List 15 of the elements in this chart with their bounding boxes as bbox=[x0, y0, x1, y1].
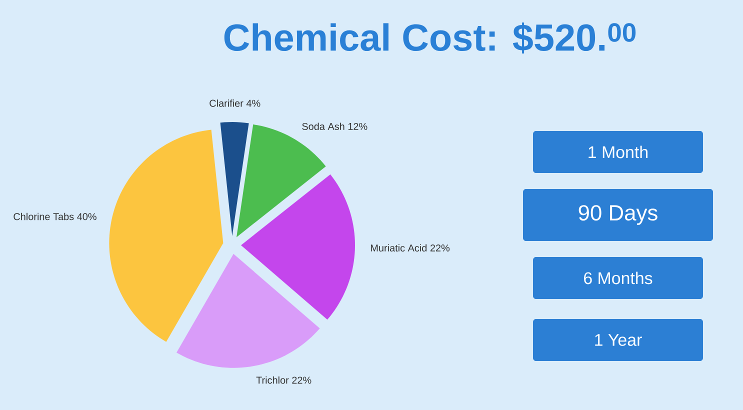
data-label: 40% bbox=[77, 213, 96, 220]
text: 90 Days bbox=[578, 205, 658, 225]
text: 6 Months bbox=[584, 272, 652, 284]
slice-label: Muriatic Acid bbox=[370, 244, 427, 252]
data-label: 22% bbox=[292, 376, 312, 384]
data-label: 12% bbox=[348, 122, 368, 130]
slice-label: Clarifier bbox=[210, 100, 244, 107]
chart-title: Chemical Cost: $520.$^{00}$ bbox=[224, 22, 636, 54]
data-label: 4% bbox=[246, 100, 260, 107]
data-label: 22% bbox=[430, 244, 450, 252]
text: 1 Year bbox=[595, 334, 642, 346]
slice-label: Trichlor bbox=[256, 376, 289, 384]
slice-label: Soda Ash bbox=[302, 122, 344, 130]
text: 1 Month bbox=[588, 146, 648, 158]
slice-label: Chlorine Tabs bbox=[14, 212, 74, 220]
